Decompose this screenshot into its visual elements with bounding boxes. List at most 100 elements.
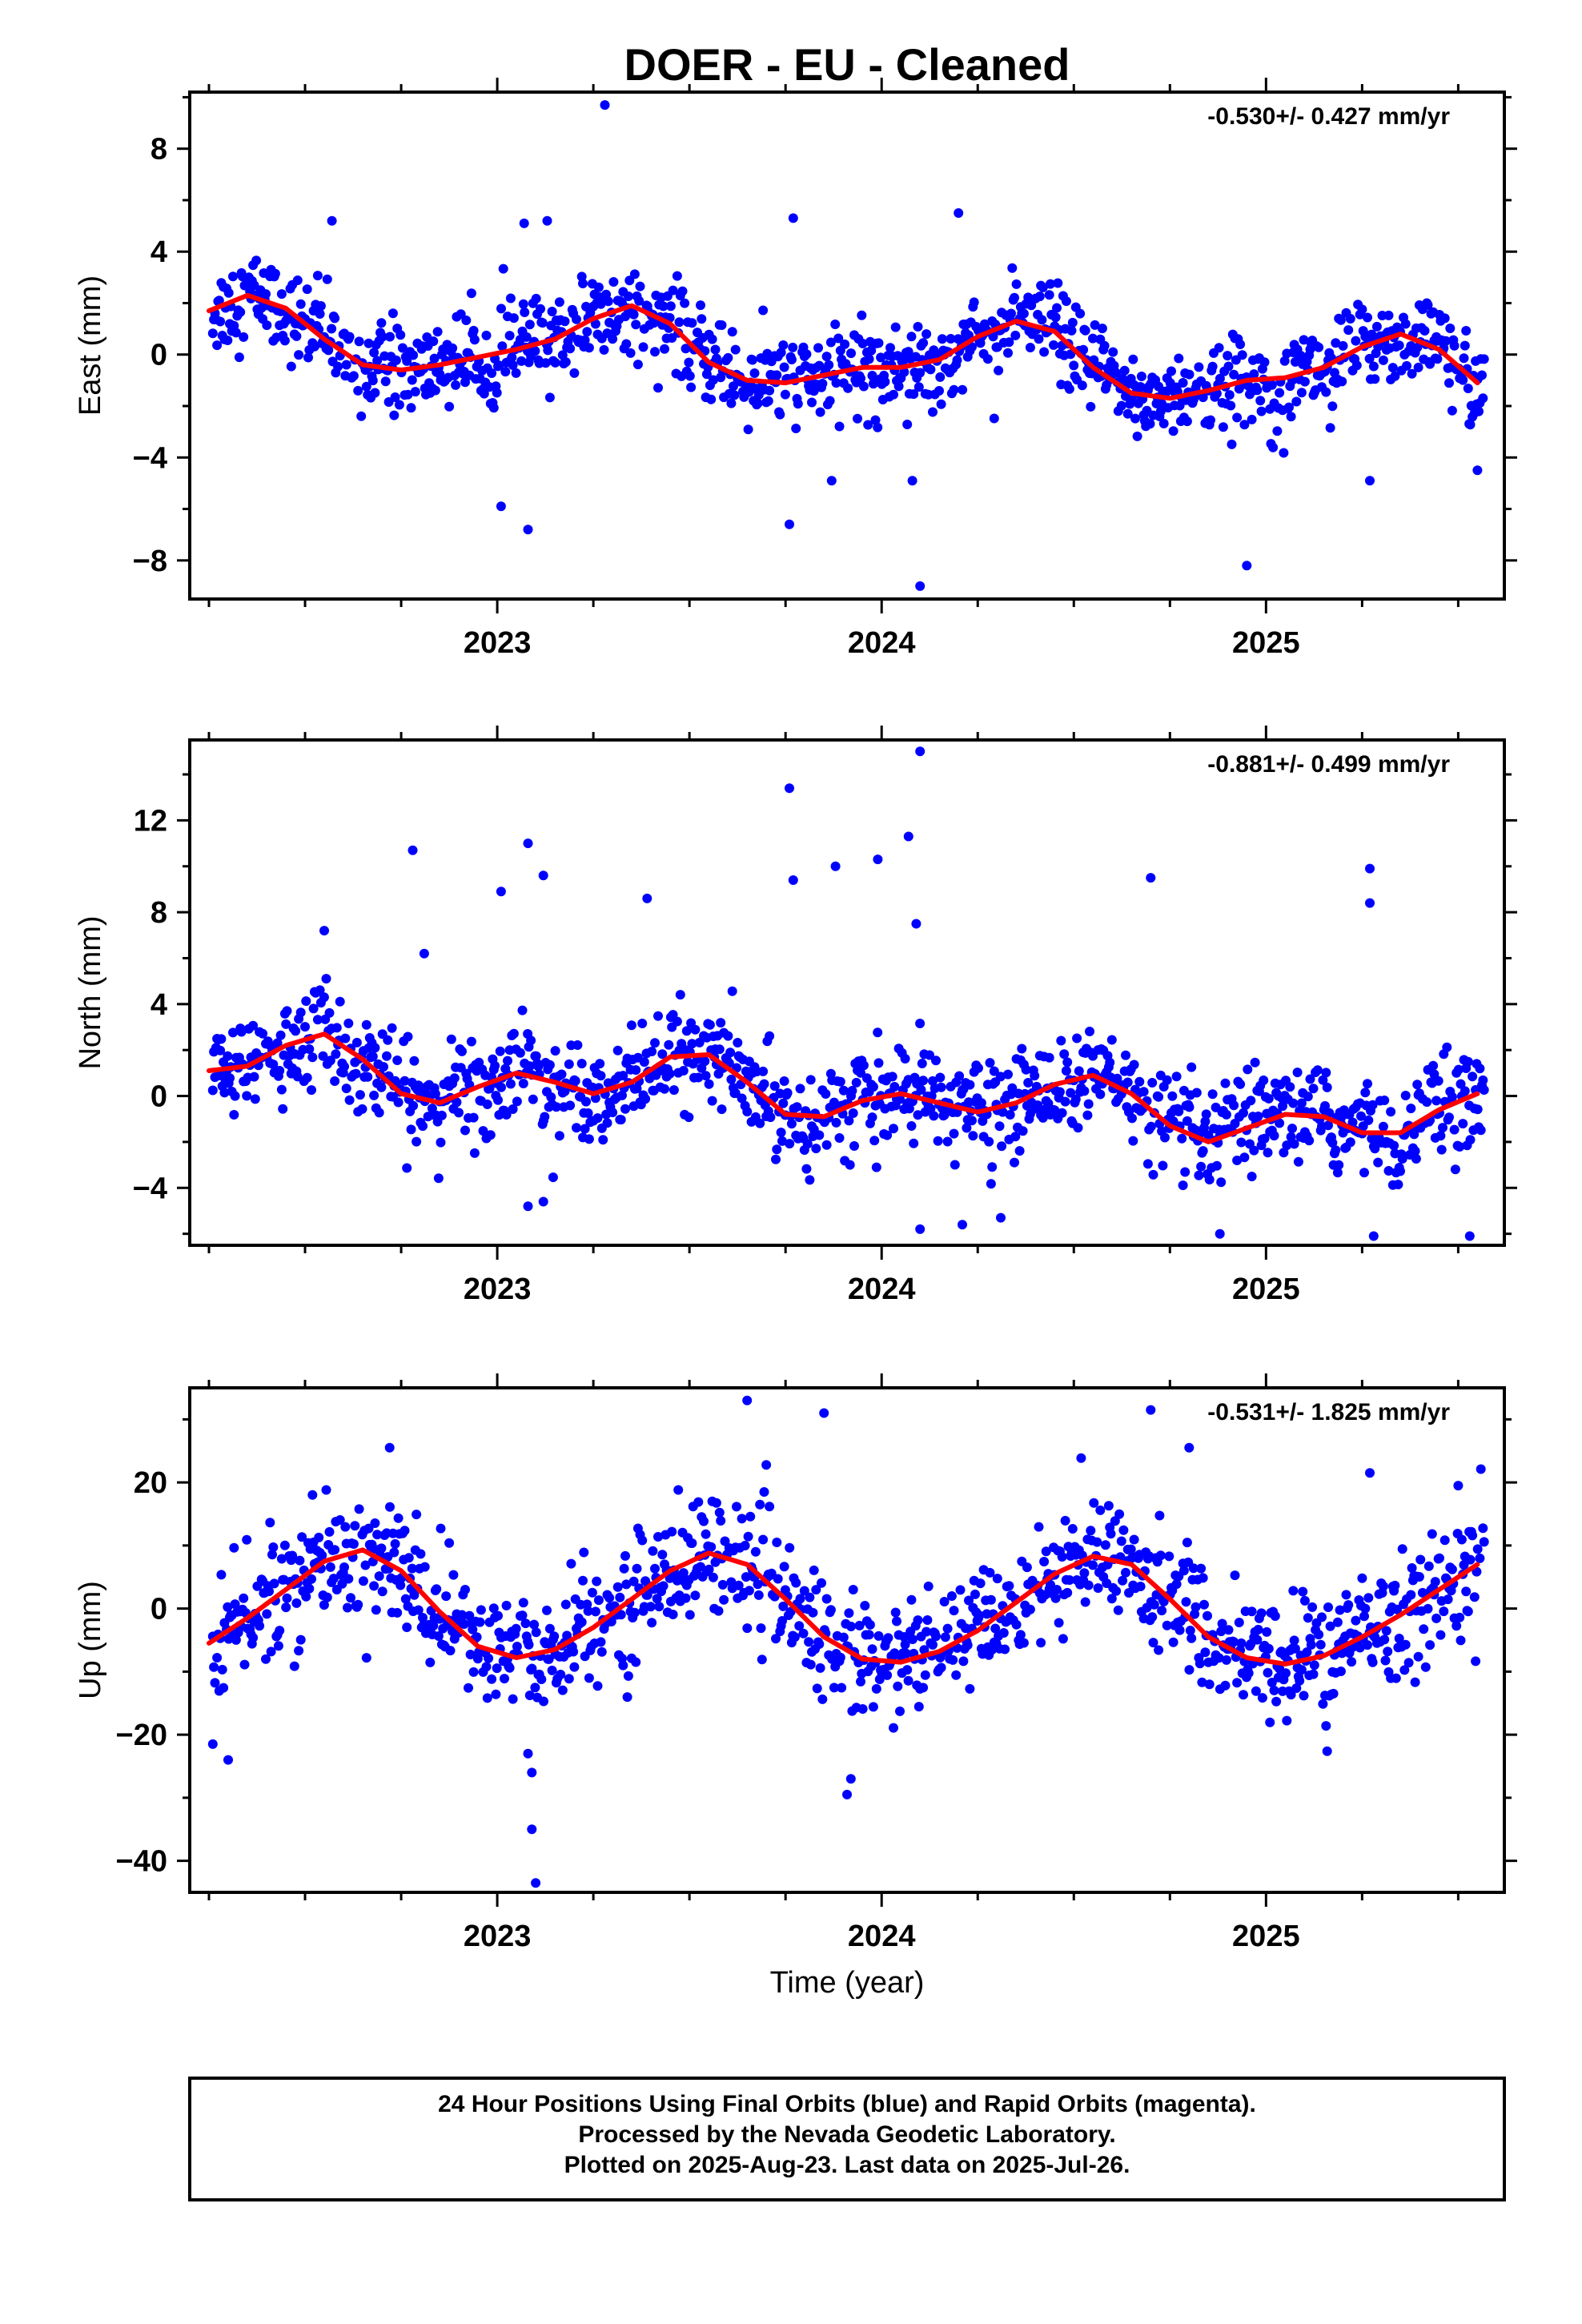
data-point	[1186, 1633, 1197, 1643]
data-point	[1359, 1168, 1369, 1178]
data-point	[268, 1542, 279, 1552]
data-point	[393, 1513, 404, 1523]
data-point	[1307, 1602, 1318, 1612]
data-point	[402, 1163, 412, 1173]
data-point	[1018, 1638, 1029, 1648]
data-point	[1154, 1510, 1165, 1521]
data-point	[1412, 1080, 1423, 1090]
data-point	[1318, 1075, 1328, 1085]
data-point	[301, 996, 311, 1007]
data-point	[478, 1126, 488, 1136]
data-point	[1004, 337, 1014, 348]
data-point	[231, 1634, 241, 1645]
data-point	[590, 1606, 600, 1617]
y-tick-label: 4	[151, 988, 167, 1022]
data-point	[618, 1071, 628, 1081]
data-point	[1122, 408, 1133, 419]
data-point	[952, 355, 962, 365]
data-point	[281, 1019, 291, 1029]
data-point	[1112, 1073, 1122, 1084]
data-point	[616, 1115, 626, 1125]
data-point	[315, 985, 325, 995]
data-point	[351, 1068, 361, 1079]
data-point	[994, 1121, 1005, 1132]
data-point	[1257, 1693, 1267, 1703]
data-point	[1174, 1625, 1185, 1635]
data-point	[1216, 1177, 1227, 1188]
data-point	[1184, 1102, 1195, 1112]
data-point	[902, 1665, 913, 1675]
data-point	[301, 1591, 311, 1602]
outlier-point	[842, 1789, 852, 1799]
data-point	[391, 355, 401, 365]
data-point	[248, 1020, 259, 1031]
data-point	[765, 1112, 776, 1123]
data-point	[361, 1653, 371, 1663]
data-point	[275, 1030, 286, 1040]
data-point	[593, 1595, 604, 1606]
data-point	[1447, 1092, 1457, 1102]
data-point	[608, 277, 619, 287]
data-point	[1351, 336, 1361, 346]
data-point	[1059, 1049, 1070, 1059]
data-point	[704, 1079, 714, 1089]
data-point	[629, 1607, 640, 1618]
data-point	[1146, 1121, 1156, 1132]
data-point	[650, 1563, 660, 1574]
outlier-point	[826, 476, 837, 486]
data-point	[1223, 361, 1234, 372]
data-point	[621, 1579, 632, 1590]
data-points	[207, 746, 1489, 1241]
data-point	[560, 357, 571, 368]
data-point	[460, 1585, 470, 1594]
data-point	[687, 1039, 697, 1049]
data-point	[508, 1104, 518, 1114]
data-point	[812, 1683, 822, 1694]
data-point	[367, 1051, 378, 1062]
data-point	[829, 1683, 839, 1693]
data-point	[1217, 1618, 1227, 1629]
data-point	[261, 289, 271, 300]
data-point	[779, 362, 789, 372]
data-point	[346, 1593, 355, 1603]
outlier-point	[531, 1878, 541, 1888]
data-point	[1281, 1668, 1291, 1679]
data-point	[1135, 1582, 1146, 1591]
data-point	[729, 390, 740, 400]
data-point	[1158, 418, 1169, 428]
data-point	[997, 1141, 1007, 1152]
data-point	[864, 354, 874, 364]
data-point	[771, 1634, 781, 1644]
data-point	[1010, 292, 1019, 303]
data-point	[1129, 1534, 1139, 1545]
data-point	[650, 1038, 660, 1048]
data-point	[1194, 362, 1204, 372]
data-point	[1395, 1166, 1405, 1176]
data-point	[279, 336, 290, 346]
data-point	[416, 1549, 426, 1559]
data-point	[1460, 340, 1470, 351]
data-point	[675, 990, 685, 1000]
data-point	[1113, 1605, 1123, 1615]
data-point	[1286, 1690, 1296, 1700]
data-point	[291, 1026, 301, 1036]
data-point	[403, 389, 413, 400]
data-point	[821, 352, 832, 362]
data-point	[1038, 282, 1048, 292]
data-point	[304, 1583, 315, 1594]
data-point	[1465, 1135, 1476, 1145]
data-point	[348, 1539, 359, 1549]
data-point	[380, 376, 391, 387]
data-point	[402, 1622, 412, 1632]
data-point	[707, 1096, 717, 1106]
data-point	[1218, 422, 1228, 432]
data-point	[228, 271, 238, 282]
data-point	[212, 1653, 223, 1663]
data-point	[599, 344, 609, 355]
data-point	[986, 1179, 996, 1189]
data-point	[858, 381, 869, 392]
data-point	[1229, 369, 1239, 380]
data-point	[484, 1653, 494, 1663]
data-point	[1164, 1551, 1174, 1562]
data-point	[547, 307, 557, 316]
